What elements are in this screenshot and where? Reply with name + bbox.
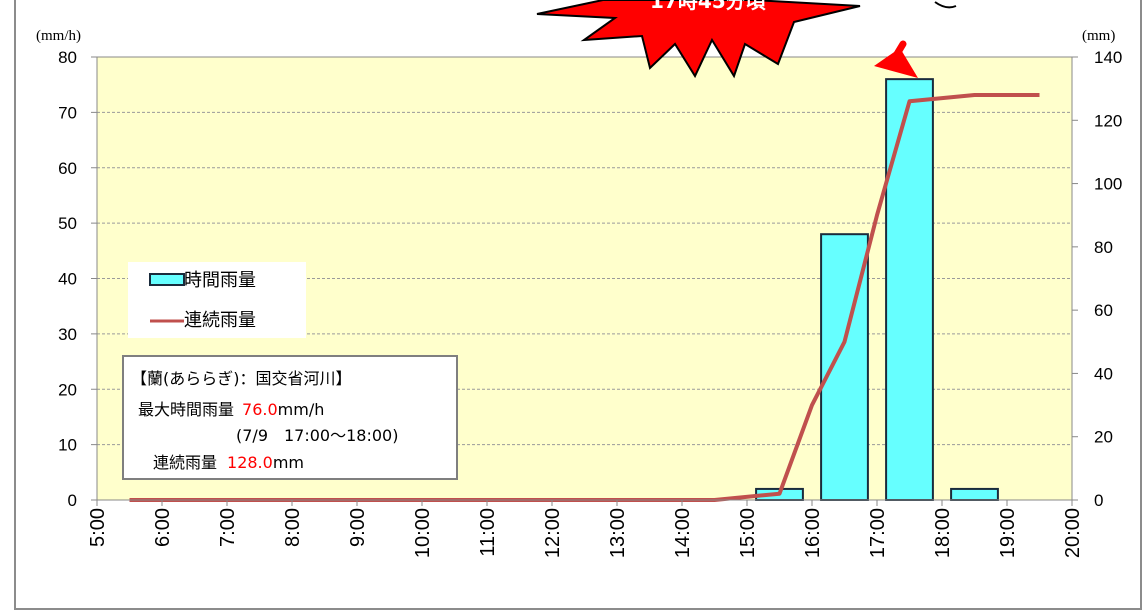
x-tick-label: 15:00 xyxy=(737,508,759,558)
bar xyxy=(885,78,934,502)
legend: 時間雨量 連続雨量 xyxy=(128,262,306,338)
max-hourly-label: 最大時間雨量 xyxy=(138,400,234,419)
total-rain-value: 128.0 xyxy=(227,453,273,472)
x-tick-label: 12:00 xyxy=(542,508,564,558)
x-tick-label: 19:00 xyxy=(997,508,1019,558)
x-axis: 5:00 6:00 7:00 8:00 9:00 10:00 11:00 12:00 13:00… xyxy=(87,500,1084,558)
y-right-tick-label: 40 xyxy=(1094,364,1113,383)
x-tick-label: 18:00 xyxy=(932,508,954,558)
cumulative-rain-line xyxy=(129,93,1040,502)
y-right-tick-label: 80 xyxy=(1094,238,1113,257)
y-right-tick-label: 100 xyxy=(1094,175,1122,194)
y-left-tick-label: 30 xyxy=(58,325,77,344)
x-tick-label: 7:00 xyxy=(217,508,239,547)
chart-frame xyxy=(14,0,1142,610)
x-tick-label: 16:00 xyxy=(802,508,824,558)
y-left-tick-label: 80 xyxy=(58,48,77,67)
y-right-tick-label: 140 xyxy=(1094,48,1122,67)
station-info-box: 【蘭(あららぎ)：国交省河川】 最大時間雨量 76.0mm/h (7/9 17:0… xyxy=(122,355,458,480)
x-tick-label: 13:00 xyxy=(607,508,629,558)
total-rain-unit: mm xyxy=(273,453,304,472)
max-hourly-period: (7/9 17:00～18:00) xyxy=(236,426,398,445)
x-tick-label: 11:00 xyxy=(477,508,499,557)
y-left-unit: (mm/h) xyxy=(36,28,81,44)
legend-bar-swatch xyxy=(149,273,185,286)
station-title: 【蘭(あららぎ)：国交省河川】 xyxy=(131,369,352,388)
y-axis-right: 0 20 40 60 80 100 120 140 xyxy=(1072,48,1122,510)
y-left-tick-label: 40 xyxy=(58,270,77,289)
y-right-tick-label: 120 xyxy=(1094,111,1122,130)
max-hourly-unit: mm/h xyxy=(278,400,325,419)
legend-line-label: 連続雨量 xyxy=(184,310,256,331)
x-tick-label: 5:00 xyxy=(87,508,109,547)
y-left-tick-label: 0 xyxy=(68,491,77,510)
callout-burst xyxy=(536,0,861,79)
x-tick-label: 17:00 xyxy=(867,508,889,558)
legend-bar-label: 時間雨量 xyxy=(184,270,256,291)
line-series xyxy=(129,93,1040,502)
x-tick-label: 14:00 xyxy=(672,508,694,558)
callout-arrow-head xyxy=(874,48,918,78)
x-tick-label: 8:00 xyxy=(282,508,304,547)
y-right-tick-label: 20 xyxy=(1094,428,1113,447)
x-tick-label: 9:00 xyxy=(347,508,369,547)
y-left-tick-label: 50 xyxy=(58,214,77,233)
total-rain-label: 連続雨量 xyxy=(153,453,217,472)
y-left-tick-label: 20 xyxy=(58,380,77,399)
y-left-tick-label: 60 xyxy=(58,159,77,178)
y-left-tick-label: 10 xyxy=(58,436,77,455)
max-hourly-line: 最大時間雨量 76.0mm/h xyxy=(138,400,324,419)
x-tick-label: 6:00 xyxy=(152,508,174,547)
x-tick-label: 10:00 xyxy=(412,508,434,558)
x-tick-label: 20:00 xyxy=(1062,508,1084,558)
y-right-unit: (mm) xyxy=(1082,28,1115,44)
max-hourly-value: 76.0 xyxy=(242,400,278,419)
info-box-border xyxy=(122,355,458,480)
total-rain-line: 連続雨量 128.0mm xyxy=(153,453,304,472)
y-right-tick-label: 60 xyxy=(1094,301,1113,320)
y-right-tick-label: 0 xyxy=(1094,491,1103,510)
top-right-mark xyxy=(934,1,957,9)
y-left-tick-label: 70 xyxy=(58,103,77,122)
y-axis-left: 0 10 20 30 40 50 60 70 80 xyxy=(58,48,98,510)
bar xyxy=(950,487,999,501)
peak-callout: 17時45分頃 xyxy=(536,0,918,79)
callout-text: 17時45分頃 xyxy=(650,0,767,13)
